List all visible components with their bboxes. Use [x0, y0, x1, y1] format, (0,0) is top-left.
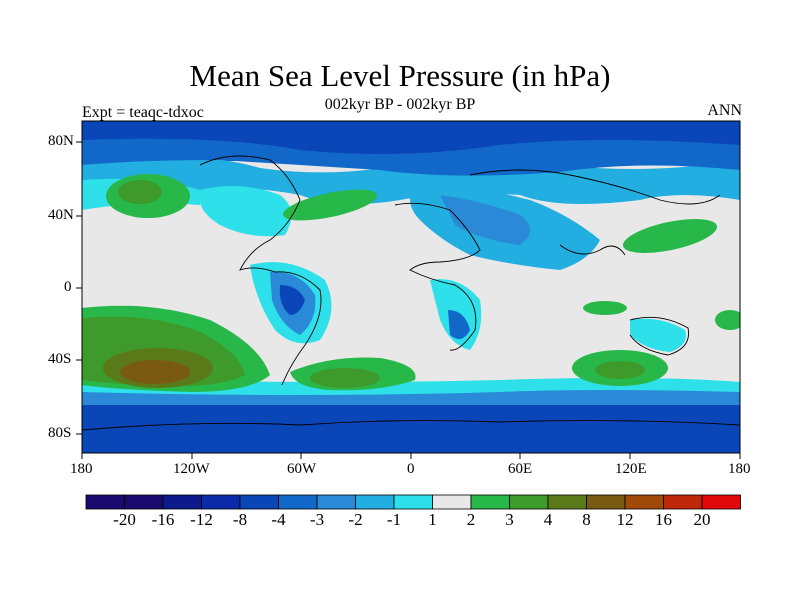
np-olive	[118, 180, 162, 204]
colorbar-label: -16	[151, 510, 175, 529]
colorbar-box	[624, 494, 664, 510]
lon-label-60e: 60E	[508, 461, 533, 477]
colorbar-box	[586, 494, 626, 510]
lon-label-0: 0	[407, 461, 415, 477]
colorbar-label: -4	[271, 510, 286, 529]
colorbar-label: -3	[309, 510, 325, 529]
indo-green	[583, 301, 627, 315]
colorbar-label: 1	[428, 510, 437, 529]
colorbar-label: 8	[582, 510, 591, 529]
map-fill	[82, 121, 740, 453]
lat-label-40s: 40S	[48, 351, 72, 367]
wnp-green	[622, 219, 718, 253]
colorbar-label: 16	[655, 510, 672, 529]
lat-label-0: 0	[64, 279, 72, 295]
experiment-label: Expt = teaqc-tdxoc	[82, 104, 204, 121]
lon-label-120w: 120W	[173, 461, 210, 477]
colorbar-box	[393, 494, 433, 510]
map-title: Mean Sea Level Pressure (in hPa)	[189, 58, 611, 93]
colorbar-label: -2	[348, 510, 363, 529]
colorbar-label: -1	[386, 510, 402, 529]
colorbar-label: -20	[113, 510, 136, 529]
colorbar-box	[701, 494, 741, 510]
io-olive	[595, 361, 645, 379]
colorbar-box	[201, 494, 241, 510]
map-subtitle: 002kyr BP - 002kyr BP	[324, 96, 476, 113]
colorbar-box	[316, 494, 356, 510]
colorbar-box	[663, 494, 703, 510]
coastlines	[82, 155, 740, 431]
sa-olive	[310, 368, 380, 388]
colorbar-box	[355, 494, 395, 510]
sp-east-green	[715, 310, 740, 330]
australia-light	[630, 318, 686, 352]
colorbar-box	[239, 494, 279, 510]
ticks	[76, 141, 741, 459]
colorbar-box	[124, 494, 164, 510]
colorbar-box	[278, 494, 318, 510]
colorbar-box	[432, 494, 472, 510]
colorbar-box	[509, 494, 549, 510]
colorbar-box	[162, 494, 202, 510]
na-atlantic-green	[282, 189, 378, 221]
colorbar-label: 3	[505, 510, 514, 529]
lon-label-60w: 60W	[287, 461, 317, 477]
colorbar-box	[470, 494, 510, 510]
colorbar-label: 12	[616, 510, 634, 529]
lat-label-80s: 80S	[48, 425, 72, 441]
lat-label-80n: 80N	[48, 133, 74, 149]
lon-label-180w: 180	[70, 461, 93, 477]
colorbar-label: 20	[693, 510, 711, 529]
colorbar	[85, 494, 741, 510]
north-band-blue	[82, 138, 740, 176]
colorbar-box	[547, 494, 587, 510]
colorbar-label: 4	[543, 510, 553, 529]
lon-label-120e: 120E	[615, 461, 647, 477]
africa-blue	[448, 310, 470, 339]
lat-label-40n: 40N	[48, 207, 74, 223]
eurasia-blue-dark	[440, 195, 530, 245]
colorbar-label: -12	[190, 510, 213, 529]
colorbar-box	[85, 494, 125, 510]
sa-dark	[279, 285, 305, 315]
lon-label-180e: 180	[728, 461, 751, 477]
sp-brown-inner	[120, 360, 190, 384]
colorbar-label: -8	[232, 510, 248, 529]
colorbar-label: 2	[466, 510, 476, 529]
season-label: ANN	[707, 102, 742, 119]
na-light	[199, 186, 292, 237]
